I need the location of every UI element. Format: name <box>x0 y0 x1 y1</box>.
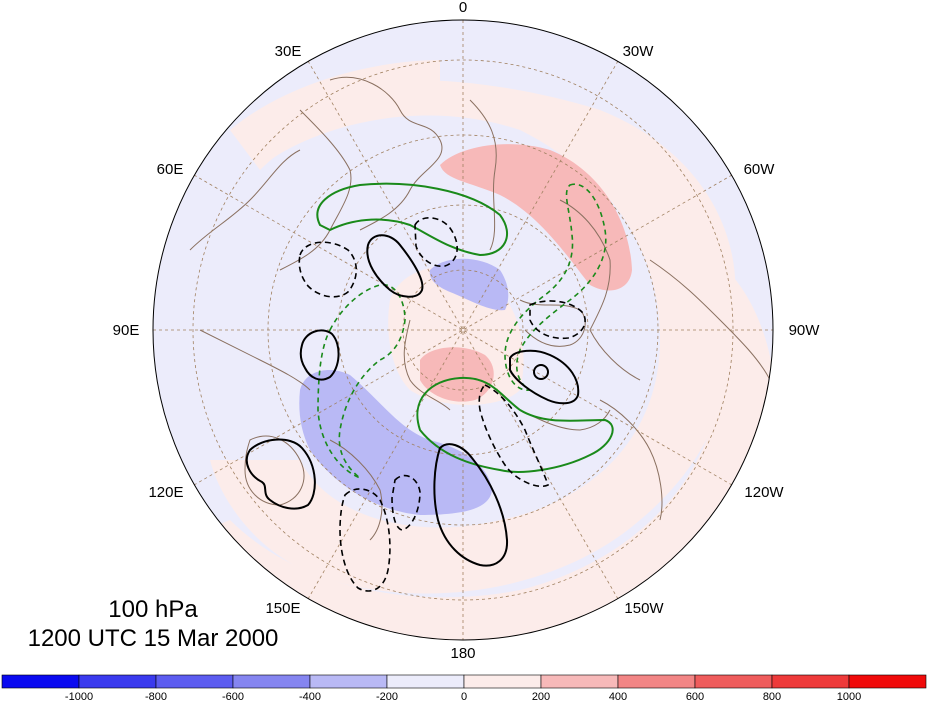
colorbar-swatch <box>848 674 927 689</box>
black-contour-1 <box>366 234 424 298</box>
colorbar-tick-label: -1000 <box>65 691 93 702</box>
dashed-contour-3 <box>529 300 586 340</box>
lon-label-90e: 90E <box>113 322 140 339</box>
lon-label-30w: 30W <box>623 43 655 60</box>
pink-atlantic-patch <box>440 144 632 291</box>
colorbar-swatch <box>540 674 619 689</box>
colorbar-swatch <box>694 674 773 689</box>
colorbar-swatch <box>232 674 311 689</box>
lon-label-150e: 150E <box>265 600 300 617</box>
dashed-contour-4 <box>478 384 549 487</box>
colorbar-tick-label: -600 <box>222 691 244 702</box>
dashed-contour-5 <box>339 488 391 592</box>
black-contour-5 <box>509 349 580 405</box>
dashed-contour-1 <box>298 241 358 298</box>
blue-pacific-band <box>299 370 492 515</box>
black-contour-6 <box>533 364 549 380</box>
black-contour-3 <box>245 438 316 510</box>
black-contour-4 <box>433 443 509 567</box>
datetime-title: 1200 UTC 15 Mar 2000 <box>28 625 279 652</box>
green-contour-north <box>316 182 509 257</box>
lon-label-180: 180 <box>450 645 475 662</box>
pressure-level-title: 100 hPa <box>108 596 198 623</box>
colorbar-swatch <box>386 674 465 689</box>
colorbar-swatch <box>155 674 234 689</box>
light-pink-northwest <box>230 60 440 170</box>
colorbar-tick-label: 1000 <box>837 691 861 702</box>
colorbar-tick-label: 0 <box>461 691 467 702</box>
light-pink-ring <box>210 80 736 594</box>
colorbar-tick-label: 800 <box>763 691 781 702</box>
black-contour-2 <box>299 329 340 381</box>
lon-label-120w: 120W <box>744 484 784 501</box>
coastlines <box>189 76 771 541</box>
colorbar-tick-label: -800 <box>145 691 167 702</box>
light-pink-east <box>180 250 773 640</box>
dashed-contour-6 <box>391 474 421 531</box>
negative-contours <box>298 217 586 592</box>
colorbar-swatch <box>463 674 542 689</box>
pink-central-patch <box>420 347 494 402</box>
colorbar-swatch <box>617 674 696 689</box>
green-contour-south <box>416 376 614 473</box>
lon-label-150w: 150W <box>624 600 664 617</box>
colorbar-swatch <box>78 674 157 689</box>
blue-arctic-patch <box>429 258 509 311</box>
colorbar-swatch <box>771 674 850 689</box>
lon-label-30e: 30E <box>275 43 302 60</box>
zero-contours <box>316 182 614 473</box>
colorbar-tick-label: 600 <box>686 691 704 702</box>
lon-label-120e: 120E <box>148 484 183 501</box>
lon-label-60e: 60E <box>157 161 184 178</box>
colorbar-tick-label: 400 <box>609 691 627 702</box>
colorbar: -1000 -800 -600 -400 -200 0 200 400 600 800 1000 <box>1 674 927 702</box>
colorbar-tick-label: -400 <box>299 691 321 702</box>
lon-label-60w: 60W <box>744 161 776 178</box>
positive-contours <box>245 234 580 567</box>
colorbar-swatch <box>309 674 388 689</box>
colorbar-tick-label: 200 <box>532 691 550 702</box>
lon-label-90w: 90W <box>789 322 821 339</box>
colorbar-swatch <box>1 674 80 689</box>
map-boundary <box>152 19 774 641</box>
lon-label-0: 0 <box>459 0 467 16</box>
colorbar-tick-label: -200 <box>376 691 398 702</box>
